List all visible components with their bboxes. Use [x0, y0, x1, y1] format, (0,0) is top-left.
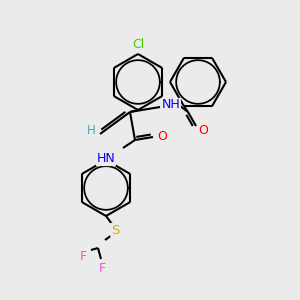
Text: NH: NH: [162, 98, 180, 112]
Text: Cl: Cl: [132, 38, 144, 52]
Text: F: F: [98, 262, 106, 275]
Text: S: S: [111, 224, 119, 236]
Text: H: H: [87, 124, 95, 136]
Text: F: F: [80, 250, 87, 263]
Text: O: O: [157, 130, 167, 142]
Text: HN: HN: [97, 152, 116, 166]
Text: O: O: [198, 124, 208, 136]
